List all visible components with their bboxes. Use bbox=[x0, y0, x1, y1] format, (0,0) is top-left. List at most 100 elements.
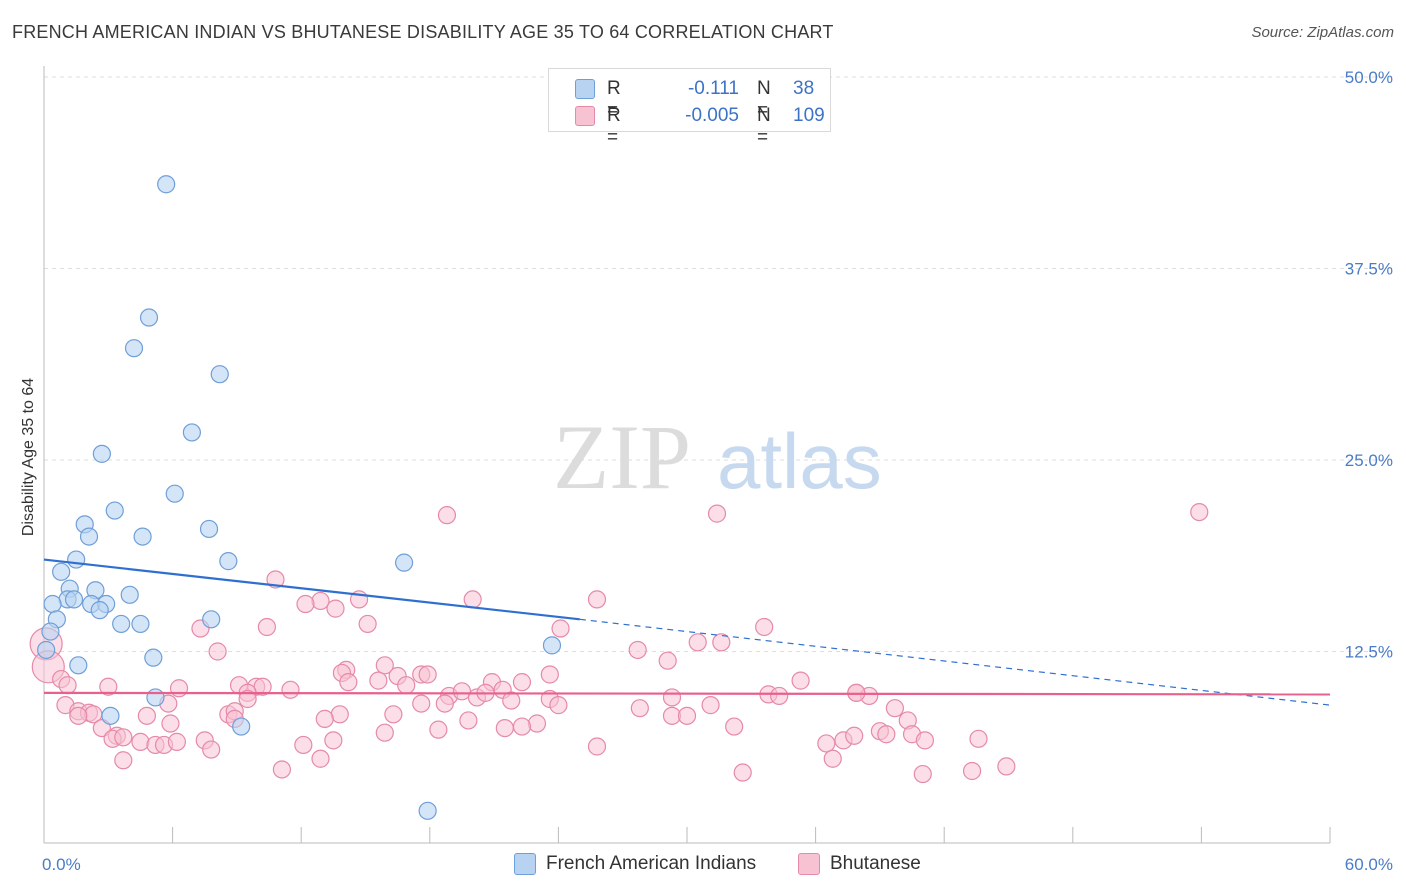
bhutanese-point bbox=[202, 740, 221, 759]
bhutanese-point bbox=[324, 731, 343, 750]
legend-n-value: 109 bbox=[793, 105, 825, 126]
french-american-indian-point bbox=[182, 423, 201, 442]
bhutanese-point bbox=[712, 633, 731, 652]
watermark-atlas: atlas bbox=[717, 417, 882, 505]
french-american-indian-point bbox=[69, 656, 88, 675]
bhutanese-point bbox=[326, 599, 345, 618]
bhutanese-point bbox=[69, 706, 88, 725]
french-american-indian-point bbox=[120, 585, 139, 604]
bhutanese-point bbox=[817, 734, 836, 753]
bhutanese-point bbox=[257, 617, 277, 637]
legend-n-label: N = bbox=[757, 78, 771, 121]
trend-lines bbox=[43, 558, 1331, 706]
x-tick-label: 60.0% bbox=[1345, 855, 1393, 874]
bhutanese-point bbox=[677, 706, 697, 725]
bhutanese-point bbox=[527, 714, 547, 733]
french-american-indian-point bbox=[43, 594, 62, 614]
bhutanese-point bbox=[238, 689, 257, 709]
bhutanese-point bbox=[418, 665, 437, 684]
bhutanese-point bbox=[512, 673, 532, 692]
bhutanese-point bbox=[384, 705, 403, 724]
bhutanese-point bbox=[791, 671, 810, 690]
grid-lines bbox=[44, 76, 1394, 652]
french-american-indian-point bbox=[219, 552, 238, 571]
french-american-indian-point bbox=[112, 614, 131, 634]
bhutanese-point bbox=[962, 761, 982, 781]
bhutanese-point bbox=[662, 688, 682, 707]
bhutanese-point bbox=[997, 757, 1016, 776]
legend-label: Bhutanese bbox=[830, 853, 921, 874]
bhutanese-point bbox=[208, 642, 227, 661]
bhutanese-point bbox=[707, 504, 727, 523]
bhutanese-point bbox=[266, 570, 285, 589]
bhutanese-point bbox=[658, 651, 677, 670]
french-american-indian-point bbox=[131, 614, 150, 634]
french-american-indian-point bbox=[199, 519, 219, 539]
legend-r-label: R = bbox=[607, 105, 621, 148]
source-credit: Source: ZipAtlas.com bbox=[1251, 24, 1394, 41]
bhutanese-point bbox=[770, 686, 789, 706]
french-american-indian-point bbox=[67, 550, 86, 569]
french-american-indian-point bbox=[101, 706, 120, 725]
bhutanese-point bbox=[913, 764, 932, 784]
y-tick-label: 37.5% bbox=[1345, 260, 1393, 279]
bhutanese-point bbox=[358, 614, 377, 634]
french-american-indian-points bbox=[37, 175, 562, 820]
legend-label: French American Indians bbox=[546, 853, 757, 874]
bhutanese-point bbox=[725, 717, 744, 736]
french-american-indian-point bbox=[79, 527, 99, 546]
blue-trend-extension bbox=[579, 618, 1331, 706]
bhutanese-point bbox=[877, 725, 896, 744]
french-american-indian-point bbox=[146, 688, 165, 707]
bhutanese-point bbox=[114, 751, 133, 770]
french-american-indian-point bbox=[165, 484, 184, 503]
french-american-indian-point bbox=[232, 717, 251, 736]
bhutanese-point bbox=[823, 749, 842, 768]
bhutanese-point bbox=[330, 705, 349, 724]
bhutanese-point bbox=[885, 699, 905, 718]
bhutanese-point bbox=[1190, 502, 1209, 522]
legend-r-value: -0.005 bbox=[685, 105, 739, 126]
bhutanese-point bbox=[131, 732, 150, 751]
bhutanese-point bbox=[114, 728, 133, 747]
french-american-indian-point bbox=[90, 601, 109, 620]
bhutanese-point bbox=[688, 633, 707, 652]
tick-labels: 12.5% 25.0% 37.5% 50.0% 0.0% 60.0% bbox=[42, 68, 1393, 874]
y-tick-label: 25.0% bbox=[1345, 451, 1393, 470]
french-american-indian-point bbox=[64, 590, 84, 609]
bhutanese-point bbox=[375, 723, 394, 742]
french-american-indian-point bbox=[210, 365, 229, 384]
bhutanese-point bbox=[549, 696, 568, 715]
bhutanese-point bbox=[137, 706, 156, 725]
bhutanese-point bbox=[512, 717, 532, 736]
bhutanese-point bbox=[587, 737, 607, 756]
bhutanese-point bbox=[587, 590, 607, 609]
bhutanese-points bbox=[29, 502, 1209, 784]
french-american-indian-point bbox=[139, 308, 159, 327]
x-tick-label: 0.0% bbox=[42, 855, 81, 874]
legend-n-label: N = bbox=[757, 105, 771, 148]
bhutanese-point bbox=[311, 591, 330, 611]
bhutanese-point bbox=[375, 656, 394, 675]
bhutanese-point bbox=[540, 665, 559, 684]
bhutanese-point bbox=[915, 731, 935, 750]
legend-n-value: 38 bbox=[793, 78, 815, 99]
chart-title: FRENCH AMERICAN INDIAN VS BHUTANESE DISA… bbox=[12, 22, 834, 42]
bhutanese-point bbox=[161, 714, 180, 733]
bhutanese-point bbox=[339, 673, 358, 692]
french-american-indian-point bbox=[52, 562, 71, 581]
bhutanese-point bbox=[845, 726, 864, 745]
french-american-indian-point bbox=[542, 636, 562, 655]
blue-trend-line bbox=[43, 558, 580, 621]
legend-swatch-blue bbox=[575, 79, 595, 99]
y-axis-label: Disability Age 35 to 64 bbox=[20, 378, 37, 536]
french-american-indian-point bbox=[124, 339, 144, 358]
bhutanese-point bbox=[272, 760, 292, 779]
bhutanese-point bbox=[733, 763, 752, 782]
pink-trend-line bbox=[43, 691, 1331, 696]
bhutanese-point bbox=[58, 676, 77, 695]
bhutanese-point bbox=[969, 729, 988, 748]
y-tick-label: 12.5% bbox=[1345, 643, 1393, 662]
french-american-indian-point bbox=[105, 501, 124, 520]
